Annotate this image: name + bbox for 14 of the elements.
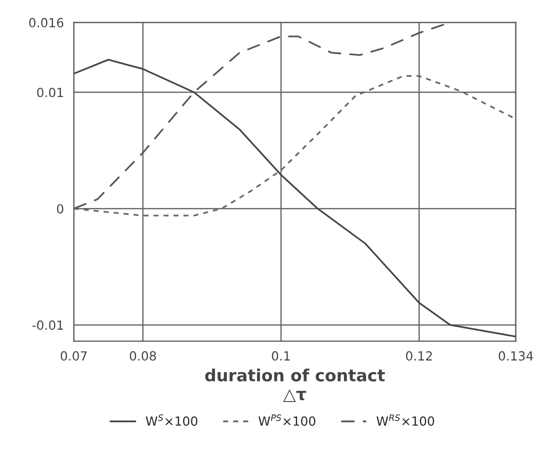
y-tick-label: -0.01	[32, 320, 63, 330]
x-axis-title: duration of contact △τ	[205, 368, 385, 402]
y-tick-label: 0	[56, 204, 64, 214]
x-tick-label: 0.134	[498, 351, 534, 361]
legend-label: W$^{S}$×100	[146, 414, 198, 426]
legend-label: W$^{PS}$×100	[258, 414, 316, 426]
x-tick-label: 0.07	[60, 351, 87, 361]
x-tick-label: 0.1	[272, 351, 290, 361]
legend-label: W$^{RS}$×100	[376, 414, 434, 426]
y-tick-label: 0.016	[29, 18, 64, 28]
line-series	[74, 58, 516, 338]
y-tick-label: 0.01	[37, 88, 63, 98]
x-tick-label: 0.08	[130, 351, 156, 361]
x-tick-label: 0.12	[406, 351, 432, 361]
